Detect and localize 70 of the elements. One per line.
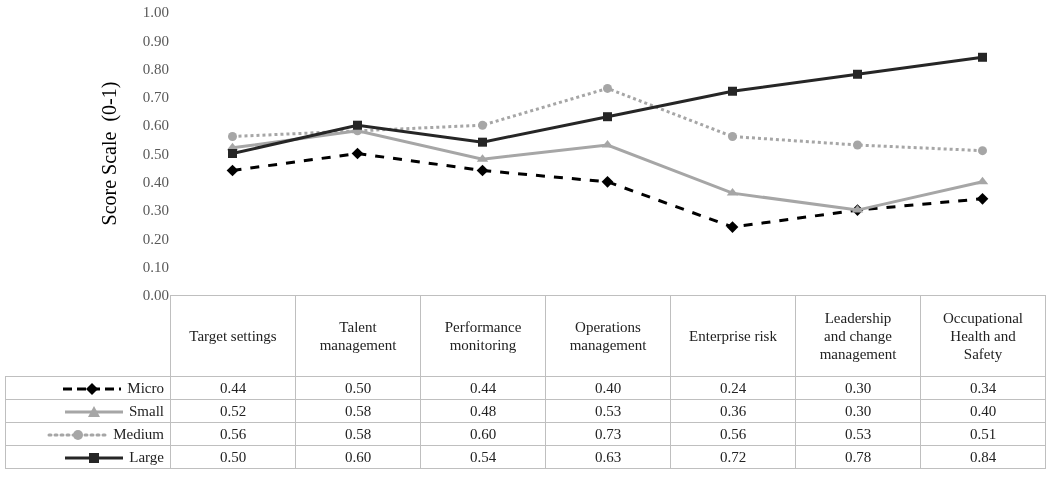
point <box>978 146 987 156</box>
point <box>728 86 737 96</box>
data-label: 0.30 <box>795 376 921 400</box>
x-tick-label: Talent management <box>295 295 421 377</box>
data-label: 0.72 <box>670 445 796 469</box>
point <box>228 132 237 142</box>
y-tick-label: 0.30 <box>142 202 169 219</box>
data-label: 0.53 <box>545 399 671 423</box>
point <box>726 221 739 233</box>
y-tick-label: 1.00 <box>142 4 169 21</box>
y-tick-label: 0.60 <box>142 117 169 134</box>
data-label: 0.50 <box>170 445 296 469</box>
y-tick-label: 0.90 <box>142 32 169 49</box>
data-label: 0.78 <box>795 445 921 469</box>
data-label: 0.24 <box>670 376 796 400</box>
x-tick-label: Target settings <box>170 295 296 377</box>
point <box>601 175 614 188</box>
data-label: 0.60 <box>295 445 421 469</box>
legend-label: Large <box>129 448 164 465</box>
data-label: 0.40 <box>545 376 671 400</box>
data-label: 0.56 <box>670 422 796 446</box>
point <box>228 149 237 158</box>
point <box>478 120 487 130</box>
point <box>728 132 737 142</box>
x-tick-label: Enterprise risk <box>670 295 796 377</box>
y-tick-label: 0.50 <box>142 145 169 162</box>
point <box>353 120 362 130</box>
point <box>478 137 487 147</box>
data-label: 0.44 <box>420 376 546 400</box>
point <box>853 140 862 150</box>
point <box>603 83 612 93</box>
data-label: 0.54 <box>420 445 546 469</box>
y-tick-label: 0.40 <box>142 174 169 191</box>
data-label: 0.53 <box>795 422 921 446</box>
data-label: 0.44 <box>170 376 296 400</box>
data-label: 0.48 <box>420 399 546 423</box>
data-label: 0.63 <box>545 445 671 469</box>
y-tick-label: 0.80 <box>142 60 169 77</box>
y-tick-label: 0.20 <box>142 230 169 247</box>
data-label: 0.52 <box>170 399 296 423</box>
y-tick-label: 0.10 <box>142 258 169 275</box>
point <box>978 52 987 62</box>
point <box>351 147 364 160</box>
data-label: 0.58 <box>295 422 421 446</box>
x-tick-label: Leadership and change management <box>795 295 921 377</box>
x-tick-label: Operations management <box>545 295 671 377</box>
data-label: 0.84 <box>920 445 1046 469</box>
data-label: 0.36 <box>670 399 796 423</box>
legend-label: Medium <box>113 425 164 442</box>
data-label: 0.50 <box>295 376 421 400</box>
x-tick-label: Occupational Health and Safety <box>920 295 1046 377</box>
x-tick-label: Performance monitoring <box>420 295 546 377</box>
data-label: 0.30 <box>795 399 921 423</box>
data-label: 0.58 <box>295 399 421 423</box>
point <box>853 69 862 79</box>
point <box>976 192 989 205</box>
point <box>603 112 612 122</box>
data-label: 0.56 <box>170 422 296 446</box>
legend-label: Micro <box>127 379 164 396</box>
data-label: 0.40 <box>920 399 1046 423</box>
point <box>476 164 489 177</box>
legend-label: Small <box>128 402 164 419</box>
data-label: 0.60 <box>420 422 546 446</box>
data-label: 0.73 <box>545 422 671 446</box>
data-label: 0.51 <box>920 422 1046 446</box>
data-label: 0.34 <box>920 376 1046 400</box>
y-axis-title: Score Scale (0-1) <box>98 81 122 226</box>
y-tick-label: 0.00 <box>142 287 169 304</box>
point <box>226 164 239 177</box>
y-tick-label: 0.70 <box>142 89 169 106</box>
